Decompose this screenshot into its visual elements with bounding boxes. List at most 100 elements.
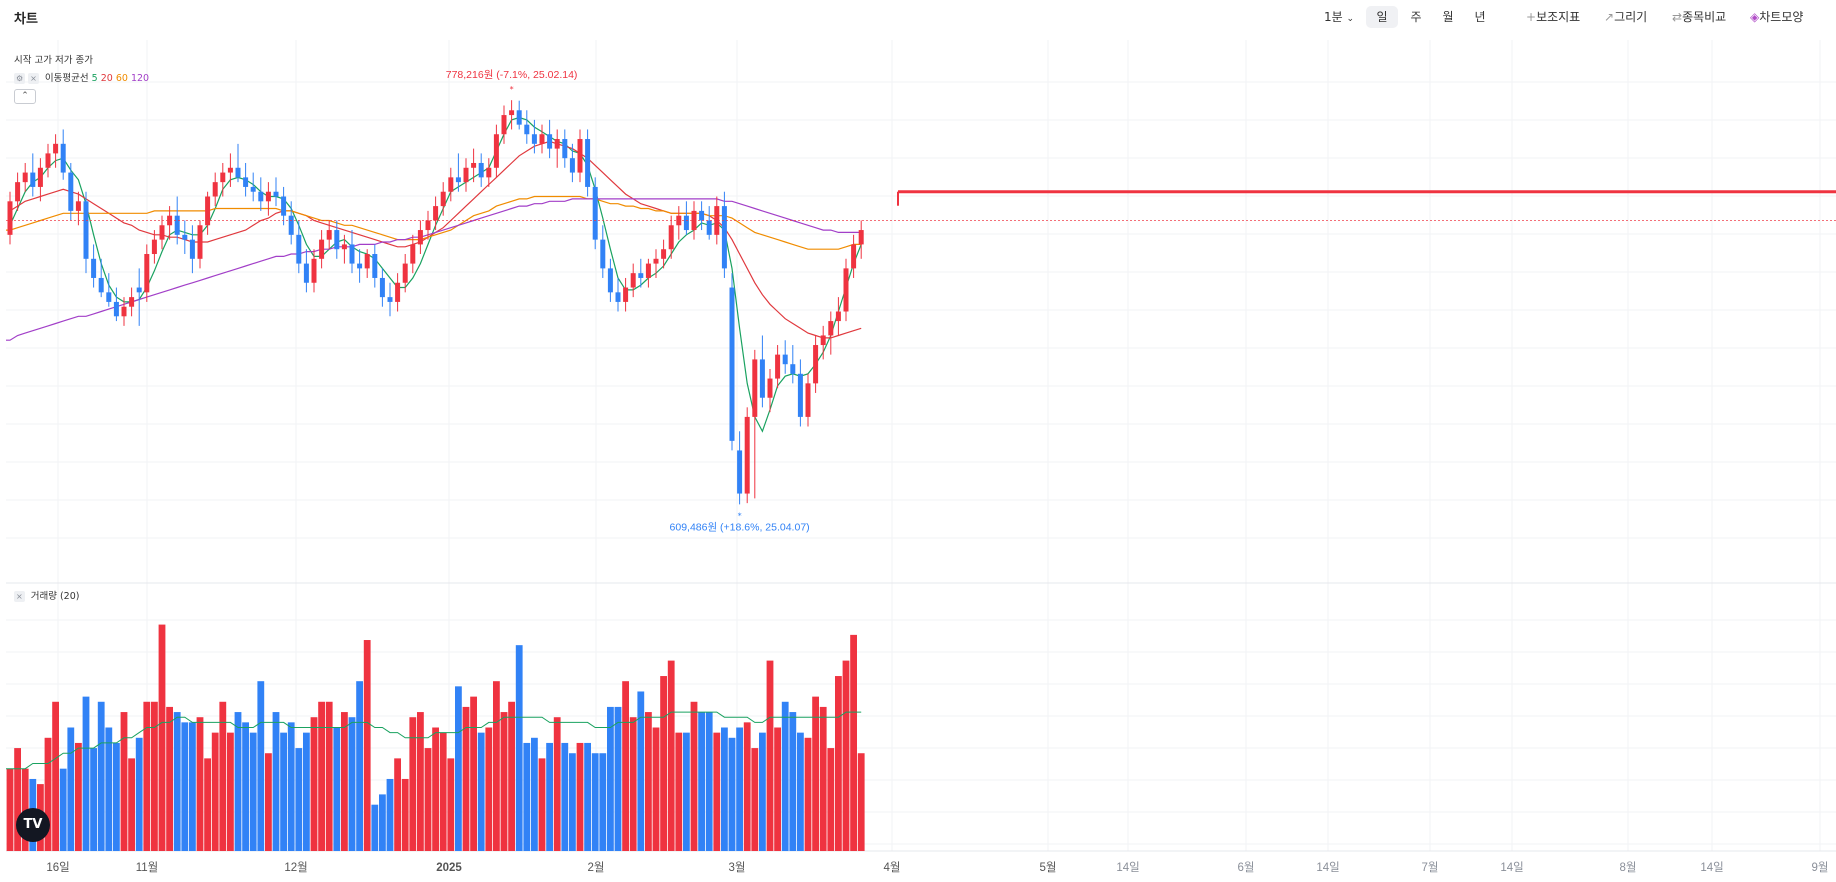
candle bbox=[653, 258, 659, 264]
volume-bar bbox=[310, 717, 318, 851]
candle bbox=[106, 292, 112, 302]
volume-bar bbox=[493, 681, 500, 851]
candle bbox=[729, 287, 735, 441]
top-toolbar: 차트 1분 ⌄ 일 주 월 년 +보조지표 ↗그리기 ⇄종목비교 ◈차트모양 bbox=[0, 0, 1836, 32]
x-tick-label: 3월 bbox=[729, 861, 746, 874]
candle bbox=[843, 268, 849, 312]
volume-bar bbox=[143, 701, 151, 851]
ma-60: 60 bbox=[115, 73, 128, 84]
ma-20: 20 bbox=[100, 73, 113, 84]
collapse-button[interactable]: ⌃ bbox=[14, 89, 36, 104]
candle bbox=[706, 220, 712, 235]
candle bbox=[243, 177, 249, 187]
tab-month[interactable]: 월 bbox=[1442, 10, 1454, 24]
x-tick-label: 9월 bbox=[1812, 861, 1829, 874]
volume-bar bbox=[401, 778, 409, 851]
volume-bar bbox=[432, 727, 439, 851]
candle bbox=[721, 206, 727, 269]
volume-bar bbox=[485, 727, 493, 851]
volume-bar bbox=[189, 722, 196, 851]
volume-bar bbox=[607, 706, 614, 851]
volume-bar bbox=[531, 737, 538, 851]
close-icon[interactable]: × bbox=[14, 591, 25, 602]
candle bbox=[554, 139, 560, 149]
volume-bar bbox=[553, 717, 561, 851]
candle bbox=[493, 134, 499, 168]
interval-select[interactable]: 1분 ⌄ bbox=[1324, 6, 1354, 28]
candle bbox=[858, 230, 864, 245]
volume-bar bbox=[827, 748, 835, 851]
tab-day[interactable]: 일 bbox=[1366, 6, 1398, 28]
volume-bar bbox=[295, 748, 303, 851]
volume-bar bbox=[500, 712, 508, 851]
candle bbox=[547, 134, 553, 149]
volume-bar bbox=[683, 732, 690, 851]
settings-chip-icon[interactable]: ⚙ bbox=[14, 73, 26, 84]
candle bbox=[797, 373, 803, 417]
volume-bar bbox=[242, 722, 249, 851]
x-axis-ticks: 16일 11월 12월 2025 2월 3월 4월 5월 14일 6월 14일 7월 14일 8월 14일 9… bbox=[46, 860, 1828, 874]
candle bbox=[433, 206, 439, 221]
tradingview-logo[interactable]: TV bbox=[16, 808, 50, 842]
candle bbox=[805, 383, 811, 417]
candle bbox=[364, 254, 370, 269]
candle bbox=[417, 230, 423, 245]
volume-bar bbox=[789, 712, 797, 851]
candle bbox=[121, 306, 127, 317]
volume-bar bbox=[721, 727, 728, 851]
chevron-up-icon: ⌃ bbox=[21, 91, 29, 101]
compare-button[interactable]: ⇄종목비교 bbox=[1672, 6, 1726, 28]
plus-icon: + bbox=[1526, 10, 1537, 24]
candle bbox=[227, 167, 233, 173]
ma-label: 이동평균선 bbox=[44, 73, 89, 84]
x-tick-label: 14일 bbox=[1316, 860, 1339, 874]
candle bbox=[151, 239, 157, 255]
candle bbox=[516, 110, 522, 125]
candle bbox=[357, 263, 363, 269]
volume-bar bbox=[652, 727, 660, 851]
candle bbox=[623, 287, 629, 302]
candle bbox=[273, 191, 279, 197]
draw-button[interactable]: ↗그리기 bbox=[1604, 6, 1647, 28]
ma-120: 120 bbox=[130, 73, 150, 84]
candle bbox=[167, 215, 173, 226]
volume-bar bbox=[211, 732, 219, 851]
candle bbox=[410, 244, 416, 264]
candle bbox=[448, 177, 454, 192]
tab-week[interactable]: 주 bbox=[1410, 10, 1422, 24]
candle bbox=[600, 239, 606, 269]
candle bbox=[129, 297, 135, 307]
candle bbox=[767, 378, 773, 398]
x-tick-label: 4월 bbox=[884, 861, 901, 874]
volume-bar bbox=[561, 742, 569, 851]
indicator-button[interactable]: +보조지표 bbox=[1526, 6, 1580, 28]
candle bbox=[22, 172, 28, 183]
candle bbox=[661, 249, 667, 259]
candle bbox=[311, 258, 317, 283]
chart-style-button[interactable]: ◈차트모양 bbox=[1750, 6, 1803, 28]
volume-bar bbox=[128, 758, 135, 851]
candle bbox=[174, 215, 180, 235]
volume-bar bbox=[272, 712, 280, 851]
volume-bar bbox=[356, 681, 363, 851]
x-tick-label: 14일 bbox=[1116, 860, 1139, 874]
volume-bar bbox=[455, 686, 462, 851]
volume-bar bbox=[645, 712, 652, 851]
volume-bar bbox=[196, 717, 204, 851]
volume-bar bbox=[249, 732, 257, 851]
candle bbox=[144, 254, 150, 293]
candle bbox=[775, 354, 781, 379]
volume-bar bbox=[660, 676, 667, 851]
tab-year[interactable]: 년 bbox=[1474, 10, 1486, 24]
volume-bar bbox=[705, 712, 713, 851]
high-marker: * bbox=[510, 85, 514, 94]
close-icon[interactable]: × bbox=[28, 73, 39, 84]
volume-bar bbox=[781, 701, 789, 851]
volume-bar bbox=[637, 691, 645, 851]
candle bbox=[220, 172, 226, 183]
candle bbox=[319, 239, 325, 259]
candle bbox=[349, 244, 355, 264]
volume-bar bbox=[219, 701, 227, 851]
candle bbox=[539, 134, 545, 144]
